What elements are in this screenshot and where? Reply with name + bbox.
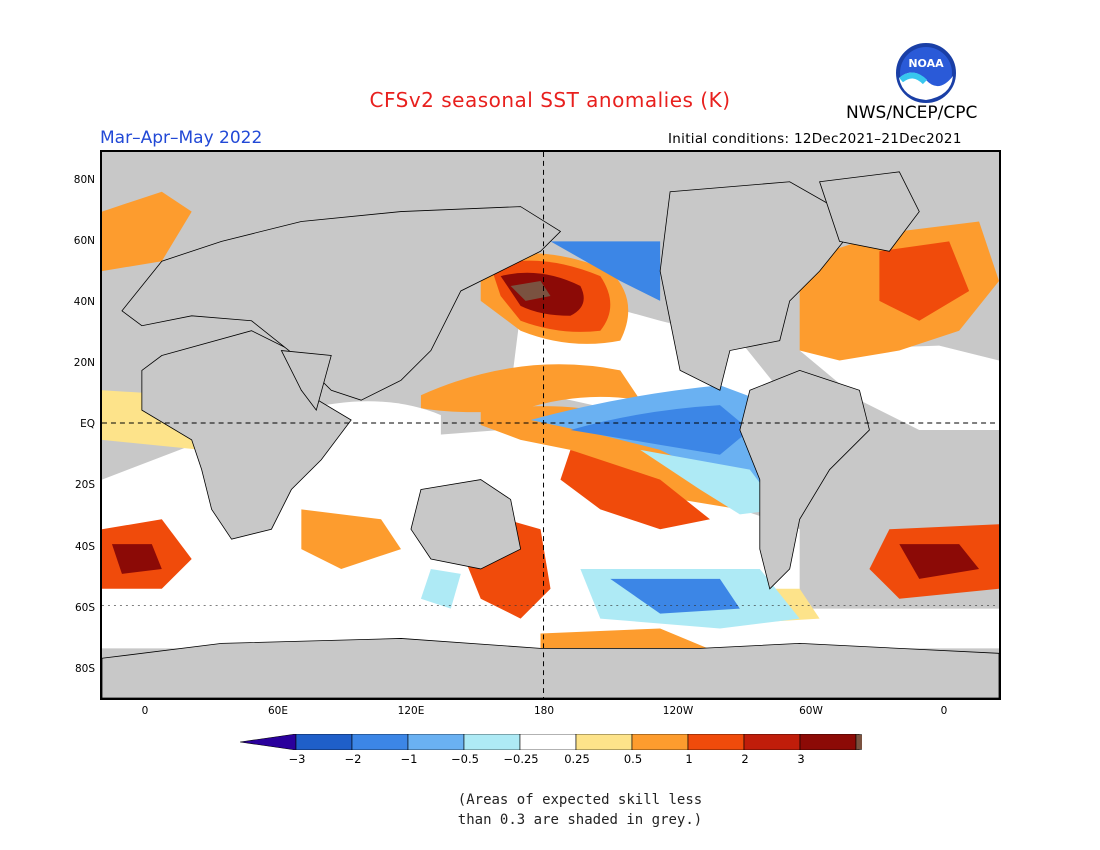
logo-text: NOAA <box>908 57 944 70</box>
lon-label: 180 <box>533 705 555 717</box>
lat-label: 80N <box>73 174 95 186</box>
colorbar-segment <box>575 734 633 750</box>
map-title: CFSv2 seasonal SST anomalies (K) <box>369 88 731 112</box>
colorbar-label: −2 <box>344 752 362 766</box>
lat-label: 80S <box>74 663 95 675</box>
colorbar-low-arrow <box>240 734 297 750</box>
colorbar-label: 2 <box>741 752 749 766</box>
lon-label: 60W <box>799 705 823 717</box>
colorbar-segment <box>407 734 465 750</box>
lat-label: 20S <box>74 479 95 491</box>
colorbar-segment <box>295 734 353 750</box>
colorbar-segment <box>799 734 857 750</box>
colorbar-segment <box>743 734 801 750</box>
colorbar-label: −0.5 <box>451 752 479 766</box>
initial-conditions: Initial conditions: 12Dec2021–21Dec2021 <box>668 131 962 147</box>
organization-label: NWS/NCEP/CPC <box>846 103 978 123</box>
colorbar-label: 0.5 <box>623 752 643 766</box>
lon-label: 60E <box>268 705 288 717</box>
colorbar <box>240 734 862 750</box>
colorbar-label: 1 <box>685 752 693 766</box>
colorbar-high-arrow <box>855 734 862 750</box>
colorbar-label: −0.25 <box>503 752 539 766</box>
lat-label: 40S <box>74 541 95 553</box>
lon-label: 0 <box>141 705 149 717</box>
colorbar-label: 3 <box>797 752 805 766</box>
colorbar-segment <box>519 734 577 750</box>
lat-label: 60N <box>73 235 95 247</box>
sst-anomaly-map <box>100 150 1001 700</box>
lat-label: EQ <box>80 418 95 430</box>
colorbar-label: −1 <box>400 752 418 766</box>
lon-label: 120W <box>662 705 694 717</box>
colorbar-segment <box>631 734 689 750</box>
skill-note-line2: than 0.3 are shaded in grey.) <box>457 812 703 828</box>
noaa-logo: NOAA <box>894 41 958 105</box>
skill-note-line1: (Areas of expected skill less <box>457 792 703 808</box>
colorbar-label: −3 <box>288 752 306 766</box>
colorbar-label: 0.25 <box>564 752 590 766</box>
lon-label: 120E <box>397 705 425 717</box>
colorbar-segment <box>687 734 745 750</box>
colorbar-segment <box>351 734 409 750</box>
season-label: Mar–Apr–May 2022 <box>100 128 263 148</box>
lon-label: 0 <box>940 705 948 717</box>
colorbar-segment <box>463 734 521 750</box>
lat-label: 60S <box>74 602 95 614</box>
lat-label: 20N <box>73 357 95 369</box>
lat-label: 40N <box>73 296 95 308</box>
